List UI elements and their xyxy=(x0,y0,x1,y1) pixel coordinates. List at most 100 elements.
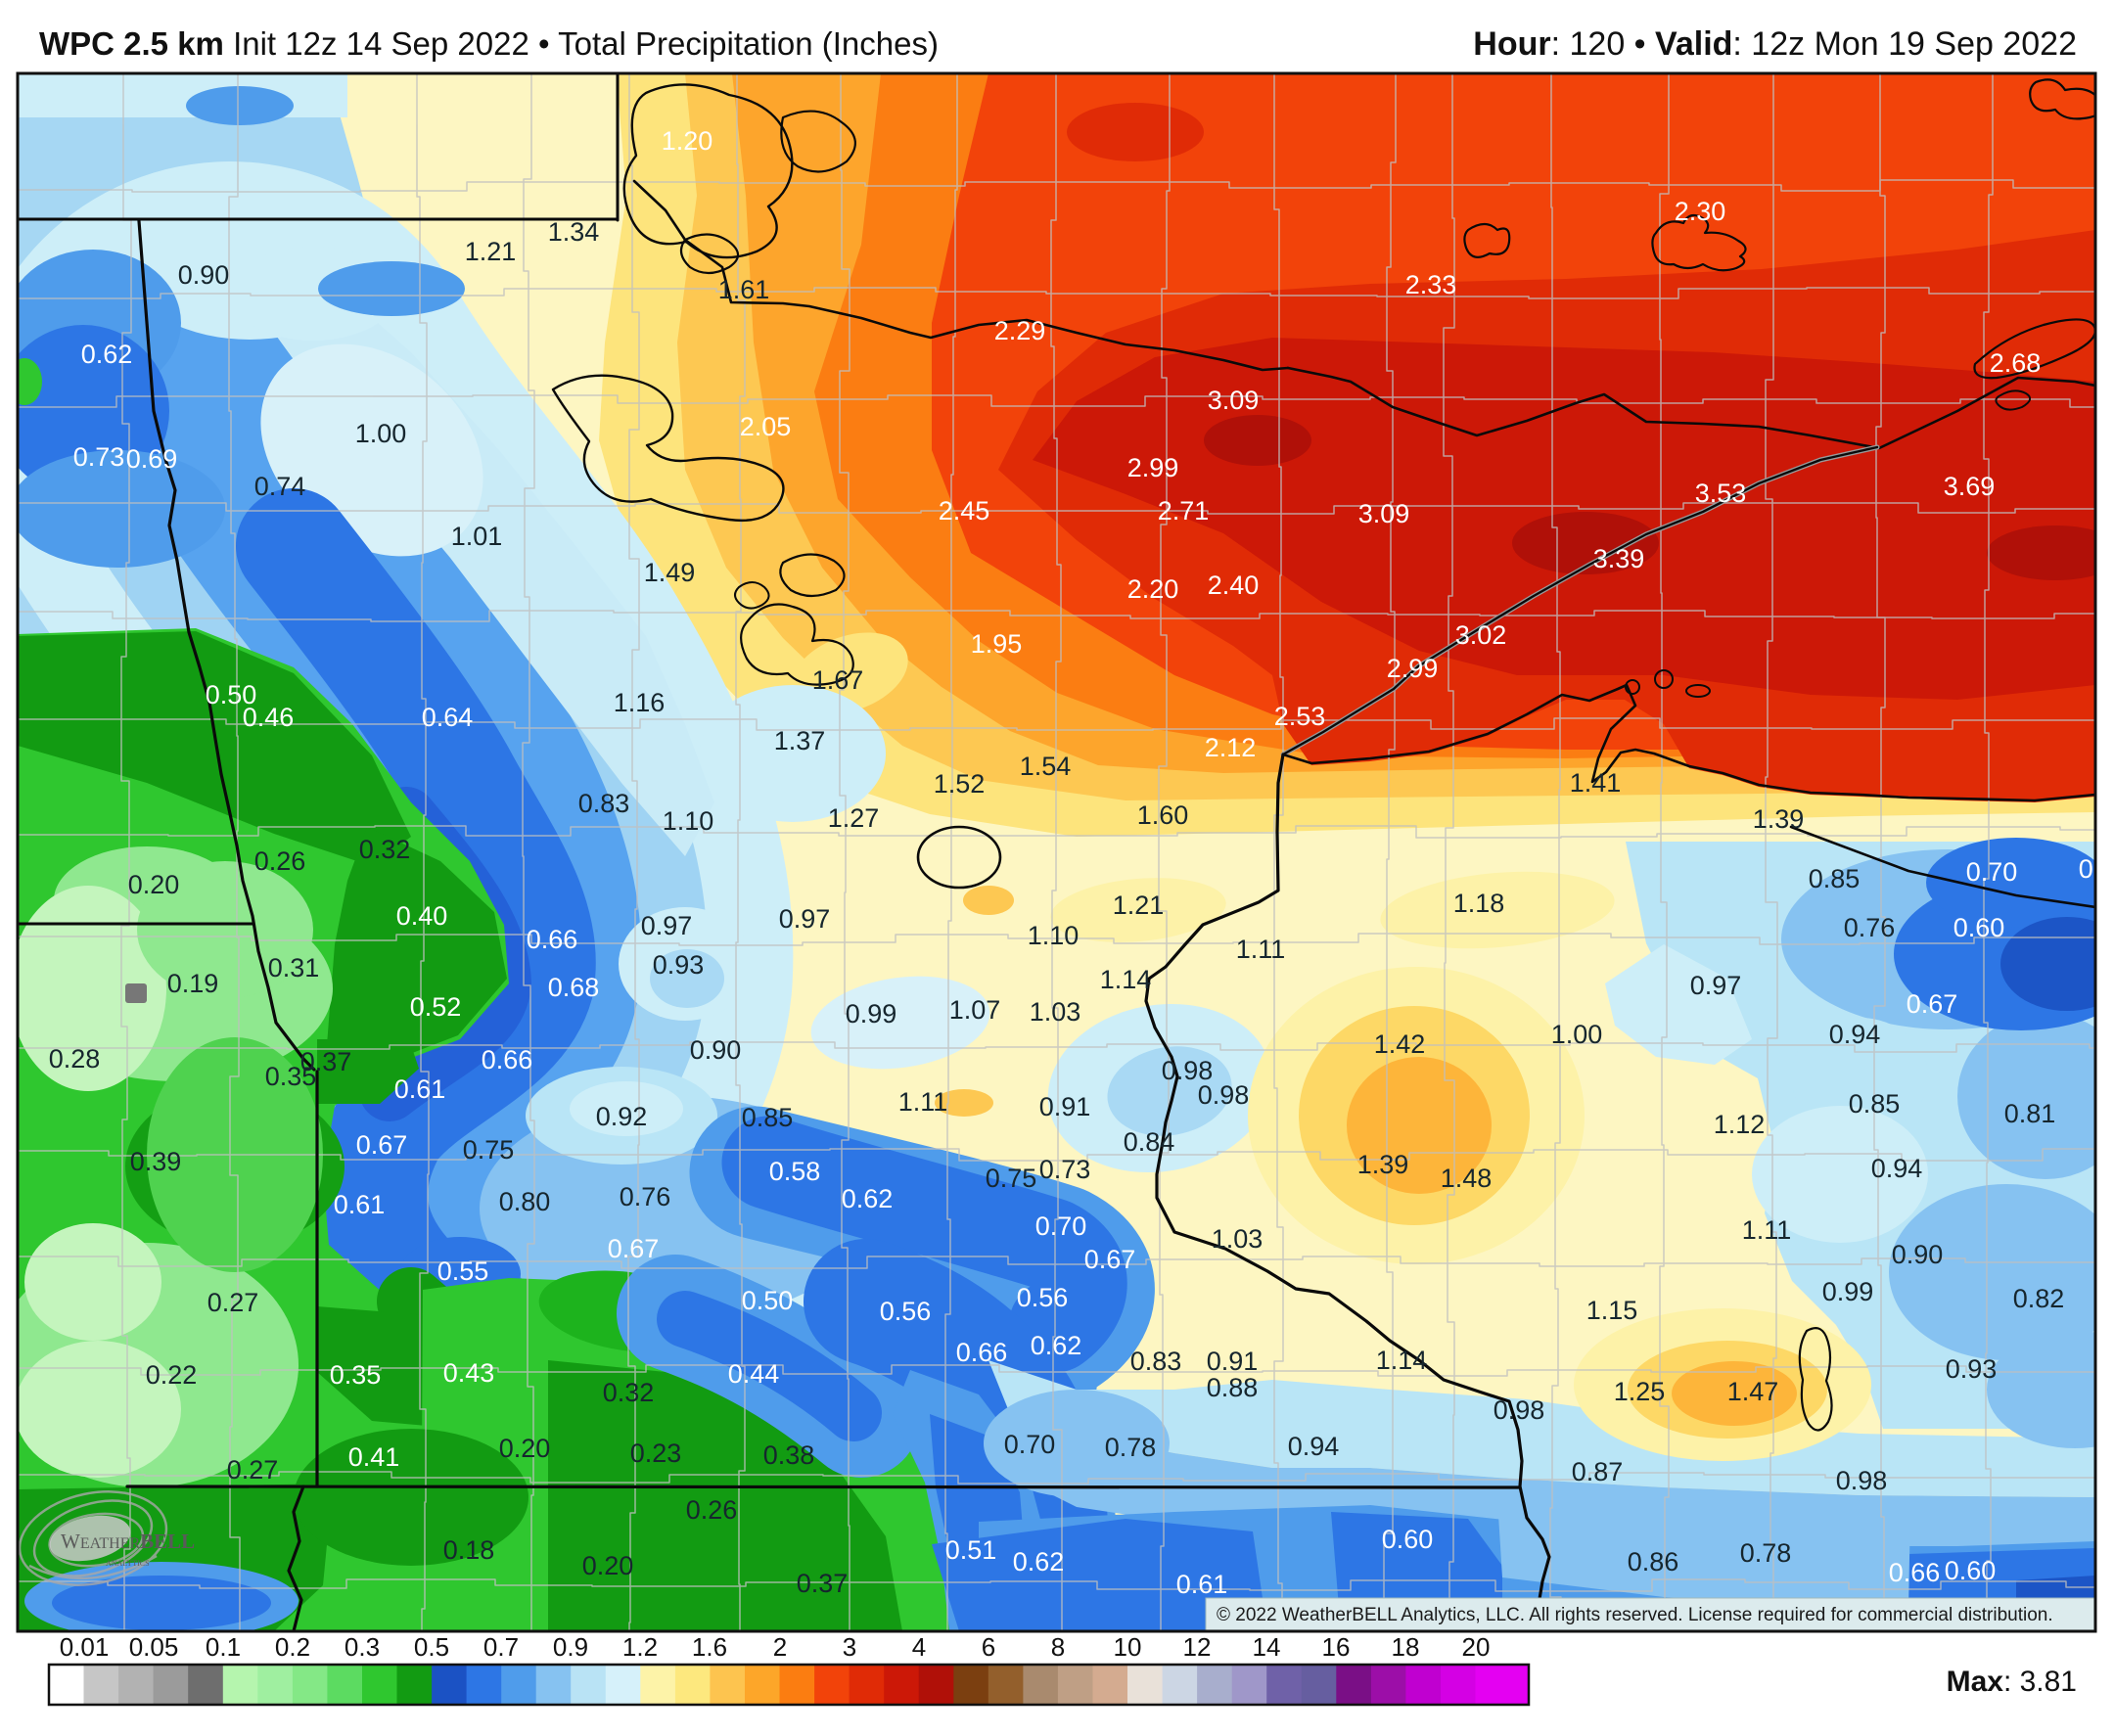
svg-text:0.51: 0.51 xyxy=(945,1535,997,1565)
svg-text:0.3: 0.3 xyxy=(345,1632,380,1662)
svg-text:0.23: 0.23 xyxy=(630,1439,682,1468)
svg-text:0.87: 0.87 xyxy=(1572,1457,1624,1486)
svg-text:0.70: 0.70 xyxy=(1004,1430,1056,1459)
svg-text:0.61: 0.61 xyxy=(394,1074,446,1104)
svg-text:0.98: 0.98 xyxy=(1494,1395,1545,1425)
svg-text:0.01: 0.01 xyxy=(60,1632,110,1662)
svg-text:1.52: 1.52 xyxy=(934,769,986,799)
svg-text:0.20: 0.20 xyxy=(582,1551,634,1580)
svg-text:0.26: 0.26 xyxy=(254,846,306,876)
svg-text:0.39: 0.39 xyxy=(130,1147,182,1176)
svg-text:0.41: 0.41 xyxy=(348,1442,400,1472)
svg-text:0.56: 0.56 xyxy=(880,1297,932,1326)
svg-text:0.62: 0.62 xyxy=(1013,1547,1065,1576)
svg-text:0.81: 0.81 xyxy=(2004,1099,2056,1128)
svg-text:0.05: 0.05 xyxy=(129,1632,179,1662)
svg-text:20: 20 xyxy=(1462,1632,1491,1662)
svg-text:0.66: 0.66 xyxy=(1889,1558,1941,1587)
svg-text:1.41: 1.41 xyxy=(1570,768,1622,798)
svg-text:0.20: 0.20 xyxy=(128,870,180,899)
svg-text:1.21: 1.21 xyxy=(465,237,517,266)
svg-text:10: 10 xyxy=(1114,1632,1142,1662)
svg-text:0.93: 0.93 xyxy=(1946,1354,1998,1384)
svg-text:0.68: 0.68 xyxy=(548,973,600,1002)
svg-text:0.90: 0.90 xyxy=(690,1035,742,1065)
svg-text:0.66: 0.66 xyxy=(527,925,578,954)
svg-text:0.67: 0.67 xyxy=(1907,989,1958,1019)
svg-text:2.05: 2.05 xyxy=(740,412,792,441)
svg-text:3.09: 3.09 xyxy=(1208,386,1260,415)
svg-text:2.33: 2.33 xyxy=(1405,270,1457,299)
svg-text:1.54: 1.54 xyxy=(1020,752,1072,781)
svg-text:0.85: 0.85 xyxy=(742,1103,794,1132)
svg-text:12: 12 xyxy=(1183,1632,1212,1662)
svg-text:0.70: 0.70 xyxy=(1966,857,2018,887)
svg-text:0.97: 0.97 xyxy=(779,904,831,934)
svg-text:0.88: 0.88 xyxy=(1207,1373,1259,1402)
svg-text:2.45: 2.45 xyxy=(939,496,990,525)
svg-text:1.00: 1.00 xyxy=(355,419,407,448)
svg-text:0.85: 0.85 xyxy=(1849,1089,1901,1119)
svg-text:1.16: 1.16 xyxy=(614,688,666,717)
svg-text:1.10: 1.10 xyxy=(1028,921,1080,950)
svg-text:1.34: 1.34 xyxy=(548,217,600,247)
svg-text:0.32: 0.32 xyxy=(359,835,411,864)
svg-text:1.11: 1.11 xyxy=(898,1087,948,1117)
svg-text:1.39: 1.39 xyxy=(1357,1150,1409,1179)
svg-text:Hour: 120 • Valid: 12z Mon 19: Hour: 120 • Valid: 12z Mon 19 Sep 2022 xyxy=(1473,25,2077,63)
svg-text:0.94: 0.94 xyxy=(1829,1020,1881,1049)
svg-text:1.60: 1.60 xyxy=(1137,800,1189,830)
svg-text:0.73: 0.73 xyxy=(73,442,125,472)
svg-text:0.67: 0.67 xyxy=(356,1130,408,1160)
svg-text:0.40: 0.40 xyxy=(396,901,448,931)
svg-text:0.76: 0.76 xyxy=(620,1182,671,1211)
svg-text:0.2: 0.2 xyxy=(275,1632,310,1662)
svg-text:0.98: 0.98 xyxy=(1162,1056,1214,1085)
svg-text:1.42: 1.42 xyxy=(1374,1029,1426,1059)
svg-text:2.20: 2.20 xyxy=(1127,574,1179,604)
svg-text:0.1: 0.1 xyxy=(206,1632,241,1662)
svg-text:0.22: 0.22 xyxy=(146,1360,198,1390)
svg-text:0.66: 0.66 xyxy=(956,1338,1008,1367)
svg-text:1.2: 1.2 xyxy=(622,1632,658,1662)
svg-text:0.32: 0.32 xyxy=(603,1378,655,1407)
svg-text:14: 14 xyxy=(1253,1632,1281,1662)
svg-text:1.15: 1.15 xyxy=(1586,1296,1638,1325)
svg-text:1.25: 1.25 xyxy=(1614,1377,1666,1406)
svg-text:0.61: 0.61 xyxy=(334,1190,386,1219)
svg-text:0.62: 0.62 xyxy=(81,340,133,369)
svg-text:2.99: 2.99 xyxy=(1387,654,1439,683)
svg-text:WPC 2.5 km Init 12z 14 Sep 202: WPC 2.5 km Init 12z 14 Sep 2022 • Total … xyxy=(39,25,939,62)
svg-text:0.90: 0.90 xyxy=(178,260,230,290)
svg-text:1.14: 1.14 xyxy=(1376,1346,1428,1375)
svg-text:0.83: 0.83 xyxy=(1130,1347,1182,1376)
svg-text:1.49: 1.49 xyxy=(644,558,696,587)
svg-text:2.71: 2.71 xyxy=(1158,496,1210,525)
svg-text:0.74: 0.74 xyxy=(254,472,306,501)
svg-text:0.35: 0.35 xyxy=(265,1062,317,1091)
svg-text:0.60: 0.60 xyxy=(1953,913,2005,942)
svg-text:0.70: 0.70 xyxy=(1035,1211,1087,1241)
svg-text:0.62: 0.62 xyxy=(1031,1331,1082,1360)
svg-text:0.98: 0.98 xyxy=(1198,1080,1250,1110)
svg-text:0.73: 0.73 xyxy=(1039,1155,1091,1184)
svg-text:1.20: 1.20 xyxy=(662,126,713,156)
svg-text:0.5: 0.5 xyxy=(414,1632,449,1662)
svg-text:0.56: 0.56 xyxy=(1017,1283,1069,1312)
svg-text:0.76: 0.76 xyxy=(1844,913,1896,942)
svg-text:© 2022 WeatherBELL Analytics,: © 2022 WeatherBELL Analytics, LLC. All r… xyxy=(1217,1605,2053,1625)
svg-text:3.09: 3.09 xyxy=(1358,499,1410,528)
svg-text:1.10: 1.10 xyxy=(663,806,714,836)
svg-text:1.14: 1.14 xyxy=(1100,965,1152,994)
svg-text:1.37: 1.37 xyxy=(774,726,826,755)
svg-text:1.39: 1.39 xyxy=(1753,804,1805,834)
svg-text:0.31: 0.31 xyxy=(268,953,320,982)
svg-text:0.99: 0.99 xyxy=(846,999,897,1028)
svg-text:3.02: 3.02 xyxy=(1455,620,1507,650)
svg-text:0.94: 0.94 xyxy=(1871,1154,1923,1183)
svg-text:0.70: 0.70 xyxy=(2079,854,2114,884)
svg-text:0.67: 0.67 xyxy=(1084,1245,1136,1274)
svg-text:1.18: 1.18 xyxy=(1453,889,1505,918)
svg-text:0.43: 0.43 xyxy=(443,1358,495,1388)
svg-text:0.27: 0.27 xyxy=(227,1455,279,1485)
